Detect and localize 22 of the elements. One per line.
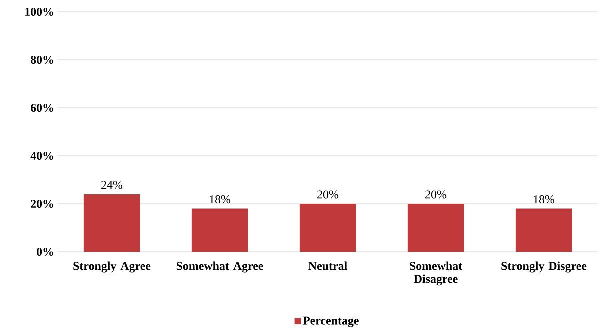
y-tick-label: 80% <box>30 56 54 64</box>
bar <box>408 204 464 252</box>
data-label: 24% <box>102 181 123 190</box>
x-tick-label: Neutral <box>308 262 348 270</box>
x-tick-label: Strongly Disgree <box>502 262 587 273</box>
y-tick-label: 60% <box>30 104 54 112</box>
bar <box>84 194 140 252</box>
data-label: 18% <box>534 195 555 204</box>
data-label: 18% <box>210 195 231 204</box>
y-tick-label: 100% <box>26 8 54 16</box>
y-tick-label: 40% <box>30 152 54 160</box>
legend-label: Percentage <box>303 316 359 328</box>
data-label: 20% <box>426 190 447 199</box>
x-tick-label: Strongly Agree <box>74 262 151 273</box>
bar <box>300 204 356 252</box>
bar <box>192 208 248 252</box>
data-label: 20% <box>318 190 339 199</box>
bar <box>516 208 572 252</box>
y-tick-label: 20% <box>31 200 54 208</box>
x-tick-label: Somewhat Agree <box>176 262 264 273</box>
x-tick-label: Somewhat Disagree <box>410 262 463 286</box>
y-tick-label: 0% <box>37 248 54 256</box>
